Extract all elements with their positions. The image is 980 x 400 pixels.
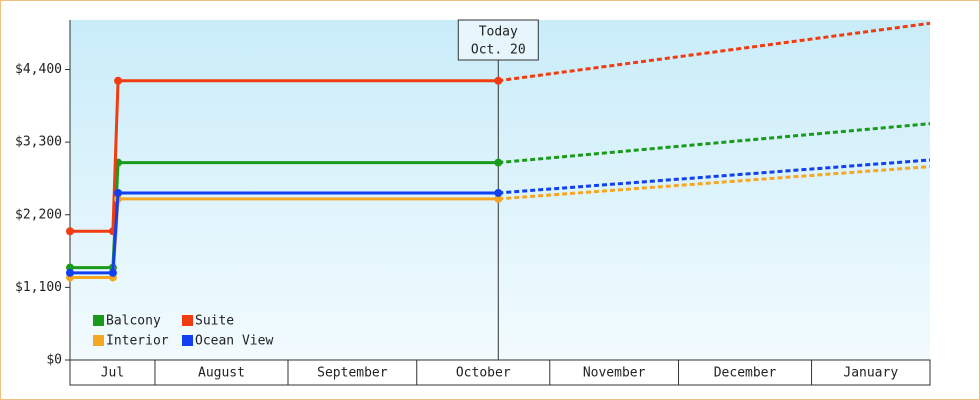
x-tick-label: December	[714, 366, 777, 381]
point	[114, 188, 123, 197]
today-label: Today	[479, 25, 518, 40]
legend-label: Ocean View	[195, 334, 273, 349]
x-tick-label: Jul	[101, 366, 124, 381]
point	[494, 158, 503, 167]
point	[494, 76, 503, 85]
point	[66, 268, 74, 277]
y-tick-label: $4,400	[15, 62, 62, 77]
series-line	[70, 191, 499, 275]
legend-swatch	[182, 335, 193, 346]
x-tick-label: August	[198, 366, 245, 381]
forecast-line	[498, 165, 931, 201]
today-box	[457, 19, 539, 61]
y-tick-label: $1,100	[15, 280, 62, 295]
series-line	[70, 79, 499, 233]
x-axis-band	[69, 359, 931, 386]
point	[494, 194, 503, 203]
legend-swatch	[93, 335, 104, 346]
forecast-line	[498, 122, 931, 165]
x-tick-label: October	[456, 366, 511, 381]
legend-swatch	[182, 315, 193, 326]
point	[494, 188, 503, 197]
point	[108, 268, 117, 277]
legend-label: Balcony	[106, 314, 161, 329]
y-tick-label: $3,300	[15, 135, 62, 150]
legend-swatch	[93, 315, 104, 326]
x-tick-label: September	[317, 366, 388, 381]
legend-label: Interior	[106, 334, 169, 349]
x-tick-label: January	[843, 366, 898, 381]
forecast-line	[498, 158, 931, 195]
forecast-line	[498, 21, 931, 83]
legend-label: Suite	[195, 314, 234, 329]
today-label: Oct. 20	[471, 43, 526, 58]
y-tick-label: $0	[46, 353, 62, 368]
point	[114, 76, 123, 85]
point	[66, 227, 74, 236]
y-tick-label: $2,200	[15, 207, 62, 222]
x-tick-label: November	[583, 366, 646, 381]
